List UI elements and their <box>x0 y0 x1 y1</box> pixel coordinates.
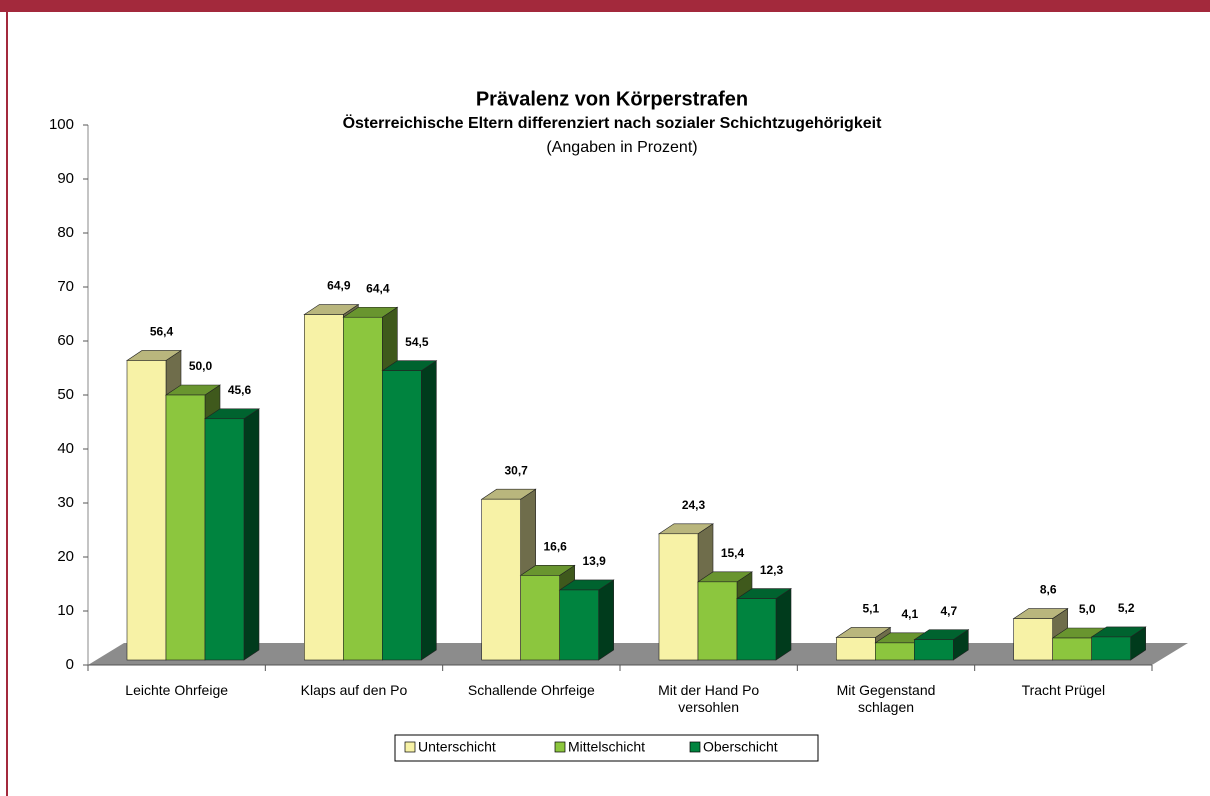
y-tick-label: 90 <box>57 170 74 187</box>
legend-swatch <box>404 741 416 753</box>
bar-front <box>1052 637 1092 661</box>
x-tick-label: Leichte Ohrfeige <box>125 682 229 698</box>
y-tick-label: 50 <box>57 386 74 403</box>
data-label: 64,9 <box>327 279 351 293</box>
bar-front <box>736 598 777 661</box>
legend-label: Unterschicht <box>418 739 496 755</box>
data-label: 5,1 <box>862 602 879 616</box>
bar-front <box>520 575 560 661</box>
y-tick-label: 100 <box>49 116 74 133</box>
legend-label: Mittelschicht <box>568 739 645 755</box>
y-tick-label: 0 <box>66 656 74 673</box>
bar-front <box>126 360 167 661</box>
bar-side <box>243 408 260 661</box>
bar-front <box>1091 636 1131 661</box>
chart-title: Prävalenz von Körperstrafen <box>476 88 748 110</box>
x-tick-label: Mit der Hand Po versohlen <box>658 682 760 715</box>
y-tick-label: 20 <box>57 548 74 565</box>
bar-front <box>304 314 344 661</box>
left-border <box>6 12 8 796</box>
bar-front <box>559 589 599 661</box>
data-label: 56,4 <box>150 325 174 339</box>
y-tick-label: 10 <box>57 602 74 619</box>
bar-front <box>914 639 954 661</box>
data-label: 4,7 <box>940 604 957 618</box>
y-tick-label: 80 <box>57 224 74 241</box>
bar-front <box>658 533 699 661</box>
bar-front <box>165 394 206 661</box>
bar <box>736 588 792 661</box>
bar <box>1012 607 1069 661</box>
legend-swatch <box>689 741 701 753</box>
x-tick-label: Klaps auf den Po <box>300 682 408 698</box>
bar-front <box>1013 618 1053 661</box>
bar <box>1090 626 1147 661</box>
bar-front <box>836 637 876 661</box>
bar-side <box>598 579 614 661</box>
bar-front <box>697 581 738 661</box>
bar-front <box>382 370 422 661</box>
data-label: 45,6 <box>228 383 252 397</box>
x-tick-label: Mit Gegenstand schlagen <box>836 682 936 715</box>
data-label: 54,5 <box>405 335 429 349</box>
bar <box>558 579 615 661</box>
data-label: 15,4 <box>721 546 745 560</box>
data-label: 50,0 <box>189 359 213 373</box>
data-label: 4,1 <box>901 607 918 621</box>
x-tick-label: Schallende Ohrfeige <box>467 682 595 698</box>
data-label: 30,7 <box>504 463 528 477</box>
data-label: 12,3 <box>760 563 784 577</box>
bar-front <box>481 498 521 661</box>
y-tick-label: 60 <box>57 332 74 349</box>
data-label: 5,0 <box>1079 602 1096 616</box>
data-label: 13,9 <box>582 554 606 568</box>
legend-label: Oberschicht <box>703 739 778 755</box>
y-tick-label: 70 <box>57 278 74 295</box>
legend-box <box>394 734 819 762</box>
data-label: 16,6 <box>543 540 567 554</box>
bar-front <box>875 642 915 661</box>
legend-swatch <box>554 741 566 753</box>
bar-side <box>775 588 792 661</box>
data-label: 24,3 <box>682 498 706 512</box>
data-label: 8,6 <box>1040 583 1057 597</box>
x-tick-label: Tracht Prügel <box>1021 682 1106 698</box>
bar-side <box>421 360 437 661</box>
bar-front <box>204 418 245 661</box>
top-band <box>0 0 1210 12</box>
bar <box>913 629 970 661</box>
chart-note: (Angaben in Prozent) <box>546 139 697 156</box>
bar-front <box>343 316 383 661</box>
bar <box>204 408 260 661</box>
chart-subtitle: Österreichische Eltern differenziert nac… <box>343 113 882 132</box>
data-label: 64,4 <box>366 281 390 295</box>
y-tick-label: 40 <box>57 440 74 457</box>
data-label: 5,2 <box>1118 601 1135 615</box>
y-tick-label: 30 <box>57 494 74 511</box>
bar <box>381 360 438 661</box>
